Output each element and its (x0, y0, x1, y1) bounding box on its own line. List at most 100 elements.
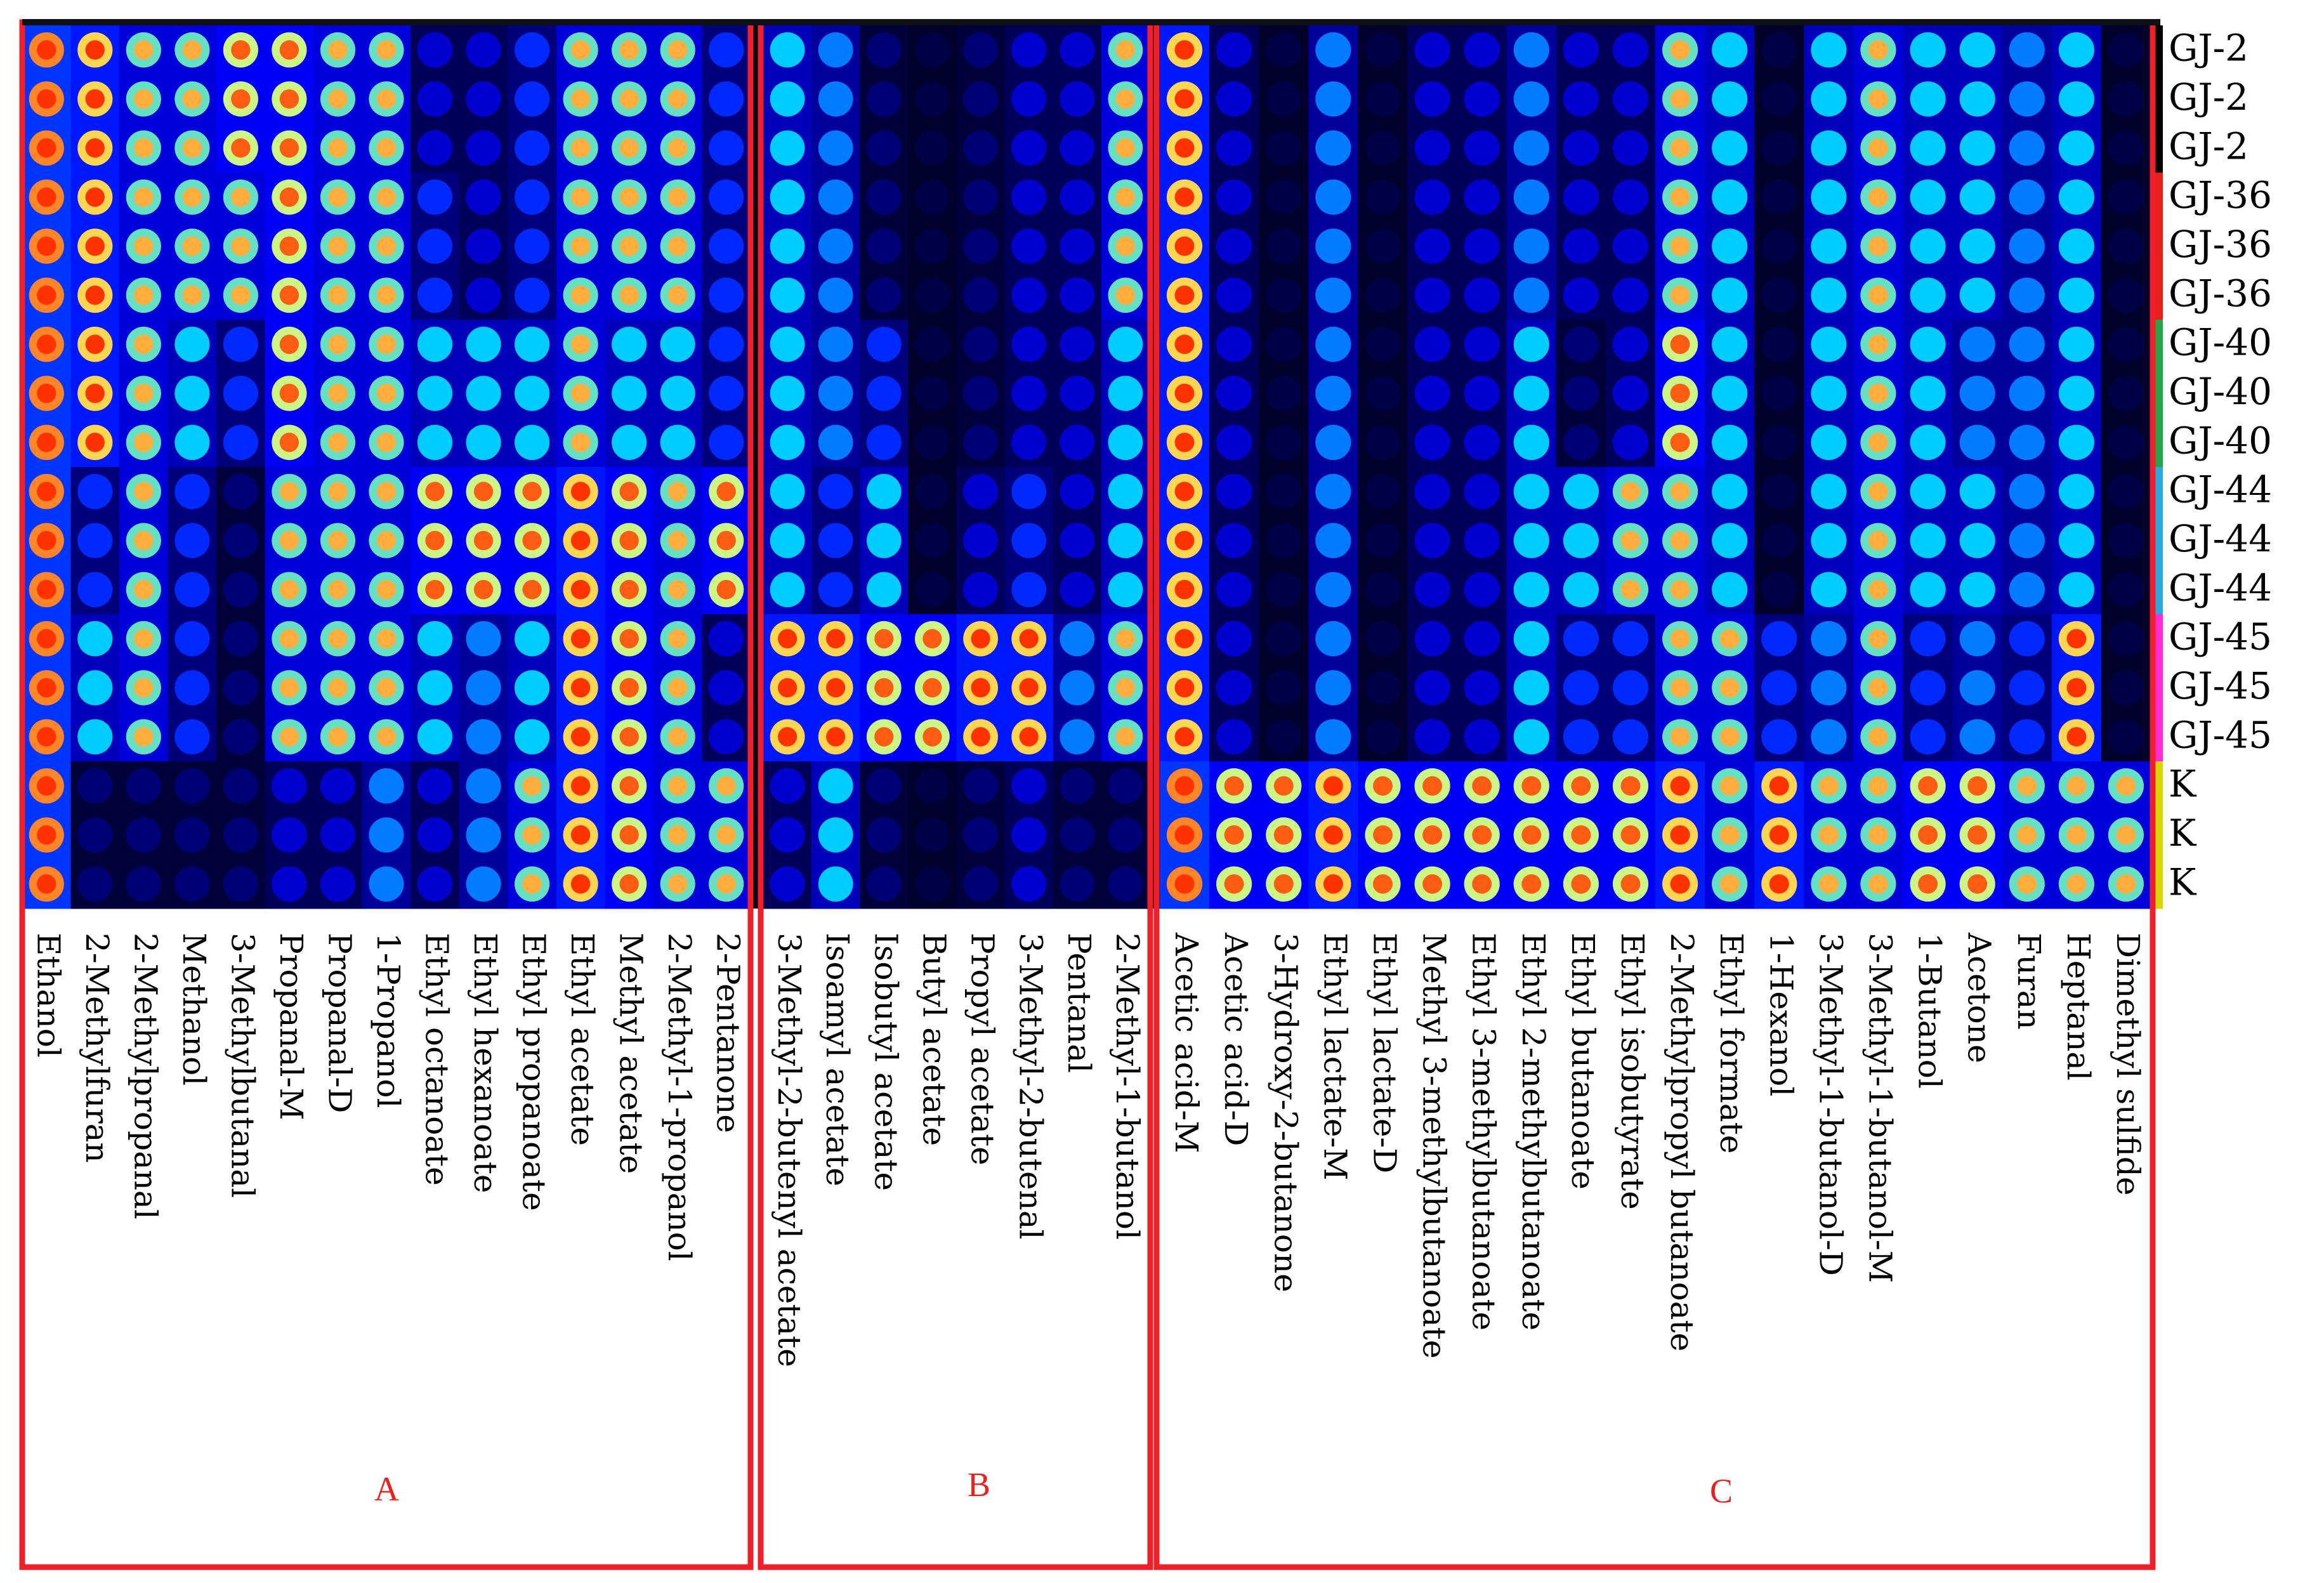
heatmap-spot-core (279, 727, 299, 747)
heatmap-spot-core (1769, 776, 1789, 796)
heatmap-spot (1464, 130, 1500, 166)
heatmap-spot-core (1174, 286, 1195, 305)
heatmap-spot (1365, 572, 1401, 608)
heatmap-spot-core (1422, 825, 1443, 845)
heatmap-spot (1414, 473, 1450, 509)
heatmap-spot-core (1174, 776, 1195, 796)
heatmap-spot (915, 376, 950, 411)
heatmap-spot (1513, 621, 1549, 657)
heatmap-spot (660, 376, 695, 411)
heatmap-spot (2009, 179, 2045, 215)
heatmap-spot-core (1620, 482, 1641, 501)
heatmap-spot-core (619, 874, 639, 894)
heatmap-spot (1464, 670, 1500, 706)
heatmap-spot (1513, 424, 1549, 461)
heatmap-spot-core (328, 89, 348, 109)
heatmap-spot (1414, 670, 1450, 706)
heatmap-spot (1761, 473, 1797, 509)
heatmap-spot (1712, 179, 1748, 215)
heatmap-spot-core (1670, 89, 1690, 109)
heatmap-spot-core (570, 433, 591, 452)
heatmap-spot (1011, 424, 1047, 461)
heatmap-spot-core (971, 629, 990, 648)
heatmap-spot (2108, 424, 2144, 461)
heatmap-spot (818, 277, 853, 313)
heatmap-spot (1414, 326, 1450, 362)
heatmap-spot (126, 768, 161, 804)
heatmap-spot-core (1769, 825, 1789, 845)
heatmap-spot-core (376, 580, 397, 600)
sample-color-bar (2154, 417, 2163, 468)
sample-label: GJ-2 (2169, 124, 2249, 167)
heatmap-spot (1060, 179, 1095, 215)
heatmap-spot (1712, 81, 1748, 117)
heatmap-spot (2058, 277, 2094, 313)
heatmap-spot (770, 81, 805, 117)
compound-label: 3-Methylbutanal (224, 933, 261, 1198)
heatmap-spot-core (1818, 776, 1839, 796)
heatmap-spot (709, 81, 744, 117)
heatmap-spot (770, 523, 805, 558)
heatmap-spot (1464, 228, 1500, 264)
heatmap-spot (1060, 768, 1095, 804)
heatmap-spot (1761, 424, 1797, 461)
heatmap-spot (1464, 326, 1500, 362)
sample-label: K (2169, 860, 2197, 903)
heatmap-spot (1266, 81, 1302, 117)
heatmap-spot (1060, 81, 1095, 117)
heatmap-spot-core (37, 580, 56, 600)
heatmap-spot-core (570, 236, 591, 256)
heatmap-spot-core (425, 530, 445, 551)
compound-label: 2-Methylpropanal (127, 933, 164, 1219)
heatmap-spot (866, 817, 902, 853)
heatmap-spot (515, 621, 550, 657)
heatmap-spot-core (37, 40, 56, 60)
heatmap-spot (223, 719, 258, 755)
heatmap-spot (1959, 228, 1995, 264)
heatmap-spot-core (1174, 727, 1195, 747)
heatmap-spot-core (134, 138, 154, 158)
heatmap-spot (1266, 179, 1302, 215)
heatmap-spot (1315, 670, 1351, 706)
heatmap-spot (1712, 277, 1748, 313)
heatmap-spot (417, 670, 453, 706)
heatmap-spot (1959, 376, 1995, 411)
heatmap-spot-core (1224, 776, 1244, 796)
heatmap-spot-core (1571, 874, 1591, 894)
heatmap-spot-core (1019, 727, 1039, 747)
heatmap-spot (2009, 326, 2045, 362)
heatmap-spot (77, 473, 113, 509)
heatmap-spot-core (668, 286, 688, 305)
heatmap-cells (22, 25, 2151, 909)
compound-label: Ethyl isobutyrate (1614, 933, 1651, 1210)
heatmap-spot (1464, 719, 1500, 755)
heatmap-spot (1365, 32, 1401, 68)
heatmap-spot (1365, 130, 1401, 166)
compound-label: Ethyl formate (1713, 933, 1750, 1153)
heatmap-spot (1414, 424, 1450, 461)
heatmap-spot (1761, 32, 1797, 68)
compound-label: 3-Methyl-1-butanol-M (1861, 933, 1898, 1283)
sample-label: GJ-44 (2169, 517, 2272, 560)
heatmap-spot (1612, 376, 1649, 411)
heatmap-spot-core (376, 138, 397, 158)
heatmap-spot (223, 670, 258, 706)
heatmap-spot (126, 817, 161, 853)
heatmap-spot (1108, 376, 1143, 411)
heatmap-spot (1712, 424, 1748, 461)
heatmap-spot-core (922, 727, 942, 747)
sample-color-bar (2154, 663, 2163, 713)
heatmap-spot (1108, 866, 1143, 902)
heatmap-spot-core (1323, 776, 1343, 796)
heatmap-spot-core (619, 530, 639, 551)
heatmap-spot-core (1918, 874, 1938, 894)
heatmap-spot-core (279, 530, 299, 551)
compound-label: Acetic acid-D (1218, 932, 1254, 1146)
heatmap-spot-core (716, 580, 736, 600)
heatmap-spot (1513, 81, 1549, 117)
heatmap-spot (1811, 523, 1847, 558)
heatmap-spot-core (231, 286, 251, 305)
heatmap-spot (1712, 326, 1748, 362)
heatmap-spot-core (134, 530, 154, 551)
heatmap-spot (2108, 32, 2144, 68)
